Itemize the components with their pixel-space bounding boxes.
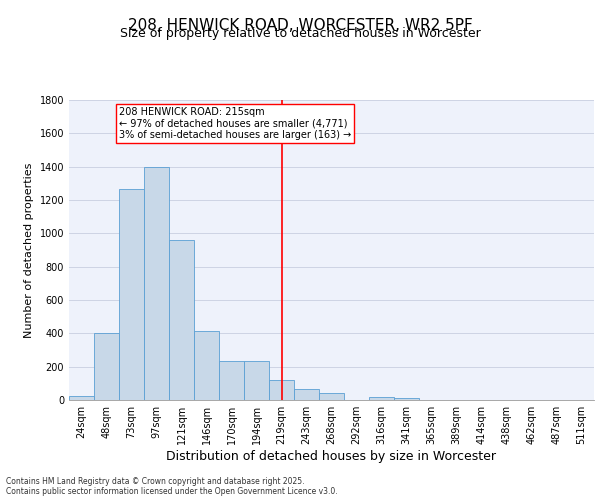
Bar bbox=[269, 380, 294, 400]
Bar bbox=[319, 392, 344, 400]
Bar bbox=[69, 396, 94, 400]
X-axis label: Distribution of detached houses by size in Worcester: Distribution of detached houses by size … bbox=[167, 450, 497, 463]
Bar bbox=[294, 389, 319, 400]
Y-axis label: Number of detached properties: Number of detached properties bbox=[24, 162, 34, 338]
Bar bbox=[369, 396, 394, 400]
Text: 208, HENWICK ROAD, WORCESTER, WR2 5PF: 208, HENWICK ROAD, WORCESTER, WR2 5PF bbox=[128, 18, 472, 32]
Text: Size of property relative to detached houses in Worcester: Size of property relative to detached ho… bbox=[119, 28, 481, 40]
Bar bbox=[244, 361, 269, 400]
Text: Contains public sector information licensed under the Open Government Licence v3: Contains public sector information licen… bbox=[6, 486, 338, 496]
Bar bbox=[194, 331, 219, 400]
Bar bbox=[119, 189, 144, 400]
Bar bbox=[394, 398, 419, 400]
Bar bbox=[94, 334, 119, 400]
Text: Contains HM Land Registry data © Crown copyright and database right 2025.: Contains HM Land Registry data © Crown c… bbox=[6, 476, 305, 486]
Bar bbox=[144, 166, 169, 400]
Bar bbox=[219, 361, 244, 400]
Text: 208 HENWICK ROAD: 215sqm
← 97% of detached houses are smaller (4,771)
3% of semi: 208 HENWICK ROAD: 215sqm ← 97% of detach… bbox=[119, 106, 351, 140]
Bar bbox=[169, 240, 194, 400]
